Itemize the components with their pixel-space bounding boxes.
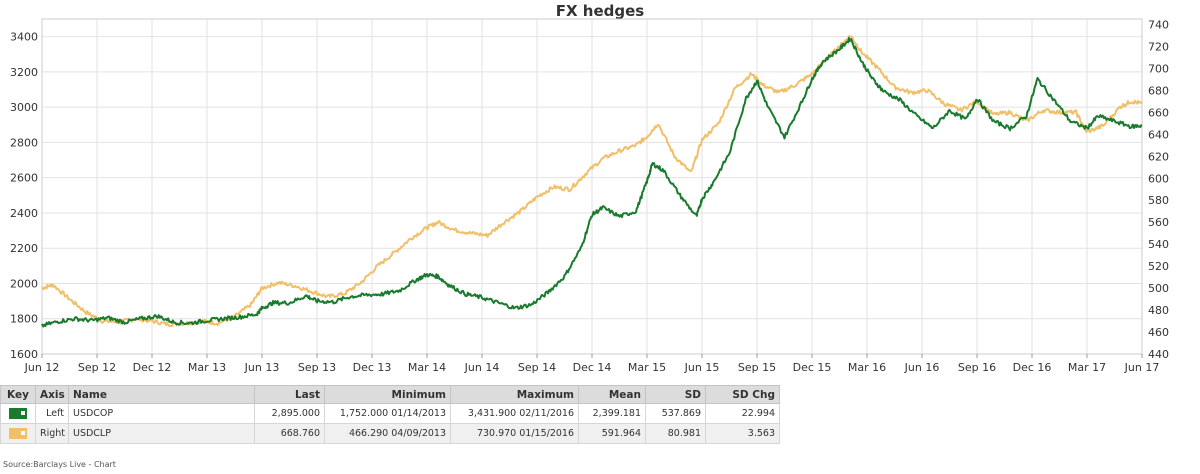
sd-chg-cell: 3.563 (705, 423, 780, 444)
x-tick-label: Dec 12 (133, 361, 172, 374)
series-lines (41, 35, 1143, 328)
right-tick-label: 440 (1148, 348, 1169, 361)
left-tick-label: 2200 (10, 242, 38, 255)
usdcop-legend-swatch-icon (9, 408, 27, 419)
x-tick-label: Jun 13 (244, 361, 280, 374)
left-tick-label: 3400 (10, 31, 38, 44)
mean-cell: 591.964 (578, 423, 646, 444)
right-tick-label: 620 (1148, 150, 1169, 163)
x-tick-label: Mar 13 (188, 361, 226, 374)
axis-cell: Right (35, 423, 69, 444)
right-tick-label: 560 (1148, 216, 1169, 229)
table-header-row: Key Axis Name Last Minimum Maximum Mean … (0, 385, 780, 404)
right-tick-label: 740 (1148, 18, 1169, 31)
series-stats-table: Key Axis Name Last Minimum Maximum Mean … (0, 385, 780, 444)
source-note: Source:Barclays Live - Chart (3, 460, 116, 469)
left-tick-label: 2800 (10, 136, 38, 149)
x-tick-label: Sep 12 (78, 361, 116, 374)
minimum-cell: 466.290 04/09/2013 (324, 423, 451, 444)
axis-cell: Left (35, 403, 69, 424)
x-tick-label: Mar 15 (628, 361, 666, 374)
x-tick-label: Jun 17 (1124, 361, 1160, 374)
left-tick-label: 2600 (10, 172, 38, 185)
sd-chg-cell: 22.994 (705, 403, 780, 424)
left-tick-label: 3000 (10, 101, 38, 114)
maximum-cell: 3,431.900 02/11/2016 (450, 403, 579, 424)
col-header-key: Key (0, 385, 36, 404)
name-cell: USDCLP (68, 423, 255, 444)
x-tick-label: Dec 14 (573, 361, 612, 374)
chart-title: FX hedges (556, 2, 645, 20)
fx-hedges-chart: FX hedges 1600 1800 2000 2200 2400 2600 2800 30… (10, 2, 1169, 374)
right-tick-label: 460 (1148, 326, 1169, 339)
col-header-maximum: Maximum (450, 385, 579, 404)
minimum-cell: 1,752.000 01/14/2013 (324, 403, 451, 424)
right-tick-label: 500 (1148, 282, 1169, 295)
x-tick-label: Dec 13 (353, 361, 392, 374)
last-cell: 2,895.000 (254, 403, 325, 424)
col-header-name: Name (68, 385, 255, 404)
sd-cell: 80.981 (645, 423, 706, 444)
x-tick-label: Sep 15 (738, 361, 776, 374)
right-tick-label: 580 (1148, 194, 1169, 207)
sd-cell: 537.869 (645, 403, 706, 424)
right-axis: 440 460 480 500 520 540 560 580 600 620 640 660 680 7… (1148, 18, 1169, 361)
right-tick-label: 480 (1148, 304, 1169, 317)
table-row-usdcop: Left USDCOP 2,895.000 1,752.000 01/14/20… (0, 403, 780, 424)
x-tick-label: Jun 15 (684, 361, 720, 374)
col-header-mean: Mean (578, 385, 646, 404)
table-row-usdclp: Right USDCLP 668.760 466.290 04/09/2013 … (0, 423, 780, 444)
key-cell (0, 403, 36, 424)
col-header-sd: SD (645, 385, 706, 404)
x-tick-label: Dec 15 (793, 361, 832, 374)
x-tick-label: Sep 13 (298, 361, 336, 374)
name-cell: USDCOP (68, 403, 255, 424)
left-tick-label: 1800 (10, 313, 38, 326)
x-tick-label: Jun 12 (24, 361, 60, 374)
gridlines (42, 19, 1142, 355)
right-tick-label: 700 (1148, 62, 1169, 75)
right-tick-label: 540 (1148, 238, 1169, 251)
x-tick-label: Jun 16 (904, 361, 940, 374)
left-tick-label: 3200 (10, 66, 38, 79)
col-header-axis: Axis (35, 385, 69, 404)
left-axis: 1600 1800 2000 2200 2400 2600 2800 3000 3200 3400 (10, 31, 38, 361)
right-tick-label: 520 (1148, 260, 1169, 273)
key-cell (0, 423, 36, 444)
x-tick-label: Sep 16 (958, 361, 996, 374)
series-line-usdcop (41, 36, 1143, 328)
x-tick-label: Mar 16 (848, 361, 886, 374)
left-tick-label: 2400 (10, 207, 38, 220)
maximum-cell: 730.970 01/15/2016 (450, 423, 579, 444)
left-tick-label: 1600 (10, 348, 38, 361)
x-axis: Jun 12 Sep 12 Dec 12 Mar 13 Jun 13 Sep 13 Dec … (24, 354, 1160, 374)
last-cell: 668.760 (254, 423, 325, 444)
right-tick-label: 600 (1148, 172, 1169, 185)
x-tick-label: Mar 17 (1068, 361, 1106, 374)
col-header-minimum: Minimum (324, 385, 451, 404)
right-tick-label: 640 (1148, 128, 1169, 141)
col-header-sd-chg: SD Chg (705, 385, 780, 404)
x-tick-label: Jun 14 (464, 361, 500, 374)
usdclp-legend-swatch-icon (9, 428, 27, 439)
col-header-last: Last (254, 385, 325, 404)
right-tick-label: 720 (1148, 40, 1169, 53)
x-tick-label: Sep 14 (518, 361, 556, 374)
x-tick-label: Dec 16 (1013, 361, 1052, 374)
right-tick-label: 680 (1148, 84, 1169, 97)
x-tick-label: Mar 14 (408, 361, 446, 374)
right-tick-label: 660 (1148, 106, 1169, 119)
left-tick-label: 2000 (10, 277, 38, 290)
mean-cell: 2,399.181 (578, 403, 646, 424)
